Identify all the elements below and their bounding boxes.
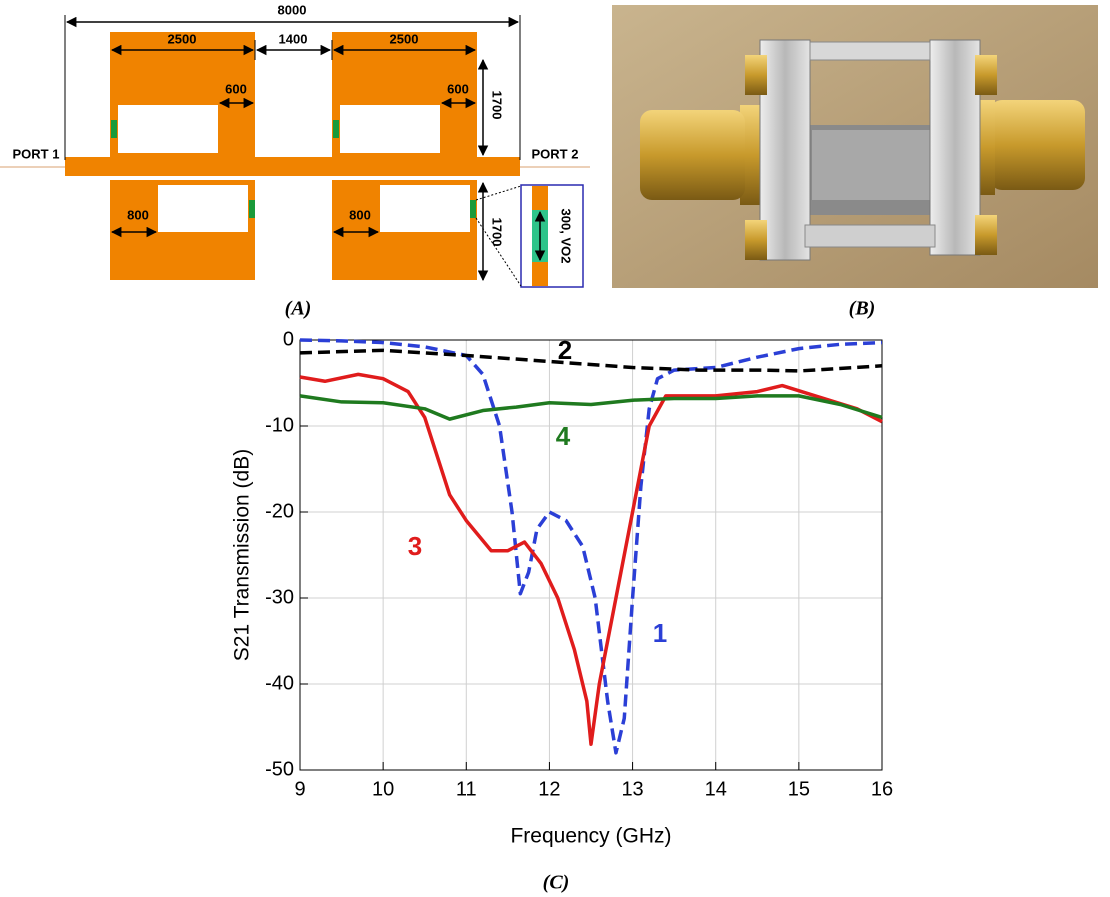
series-label: 3 [408, 531, 422, 561]
x-tick-label: 15 [788, 778, 810, 800]
dimension-label: 600 [225, 81, 247, 96]
port-label: PORT 2 [532, 146, 579, 161]
panel-caption: (C) [543, 872, 570, 894]
plot-frame [299, 339, 883, 771]
panel-caption: (A) [285, 298, 312, 320]
y-tick-label: -30 [265, 586, 294, 608]
x-axis-label: Frequency (GHz) [510, 825, 671, 848]
dimension-label: 800 [349, 207, 371, 222]
y-tick-label: -50 [265, 758, 294, 780]
port-label: PORT 1 [13, 146, 60, 161]
series-label: 4 [556, 421, 571, 451]
panel-caption: (B) [849, 298, 876, 320]
dimension-label: 2500 [168, 31, 197, 46]
dimension-label: 600 [447, 81, 469, 96]
series-line [299, 372, 883, 746]
series-label: 1 [653, 618, 667, 648]
dimension-label: 800 [127, 207, 149, 222]
y-axis-label: S21 Transmission (dB) [231, 449, 254, 661]
x-tick-label: 14 [705, 778, 727, 800]
switch-label: 300, VO2 [559, 209, 574, 264]
x-tick-label: 13 [621, 778, 643, 800]
series-line [299, 348, 883, 373]
device-photo [612, 5, 1098, 288]
series-line [299, 338, 883, 755]
series-line [299, 394, 883, 421]
dimension-label: 1400 [279, 31, 308, 46]
x-tick-label: 16 [871, 778, 893, 800]
dimension-label: 1700 [490, 218, 505, 247]
x-tick-label: 11 [456, 778, 477, 800]
y-tick-label: -20 [265, 500, 294, 522]
series-label: 2 [558, 335, 572, 365]
x-tick-label: 12 [538, 778, 560, 800]
dimension-label: 2500 [390, 31, 419, 46]
dimension-label: 8000 [278, 2, 307, 17]
x-tick-label: 9 [294, 778, 305, 800]
y-tick-label: -40 [265, 672, 294, 694]
layout-diagram: 8000 2500 1400 2500 600 600 1700 PORT 1 … [0, 2, 590, 288]
y-tick-label: -10 [265, 414, 294, 436]
y-tick-label: 0 [283, 328, 294, 350]
x-tick-label: 10 [372, 778, 394, 800]
plot-area [300, 340, 882, 770]
dimension-label: 1700 [490, 91, 505, 120]
